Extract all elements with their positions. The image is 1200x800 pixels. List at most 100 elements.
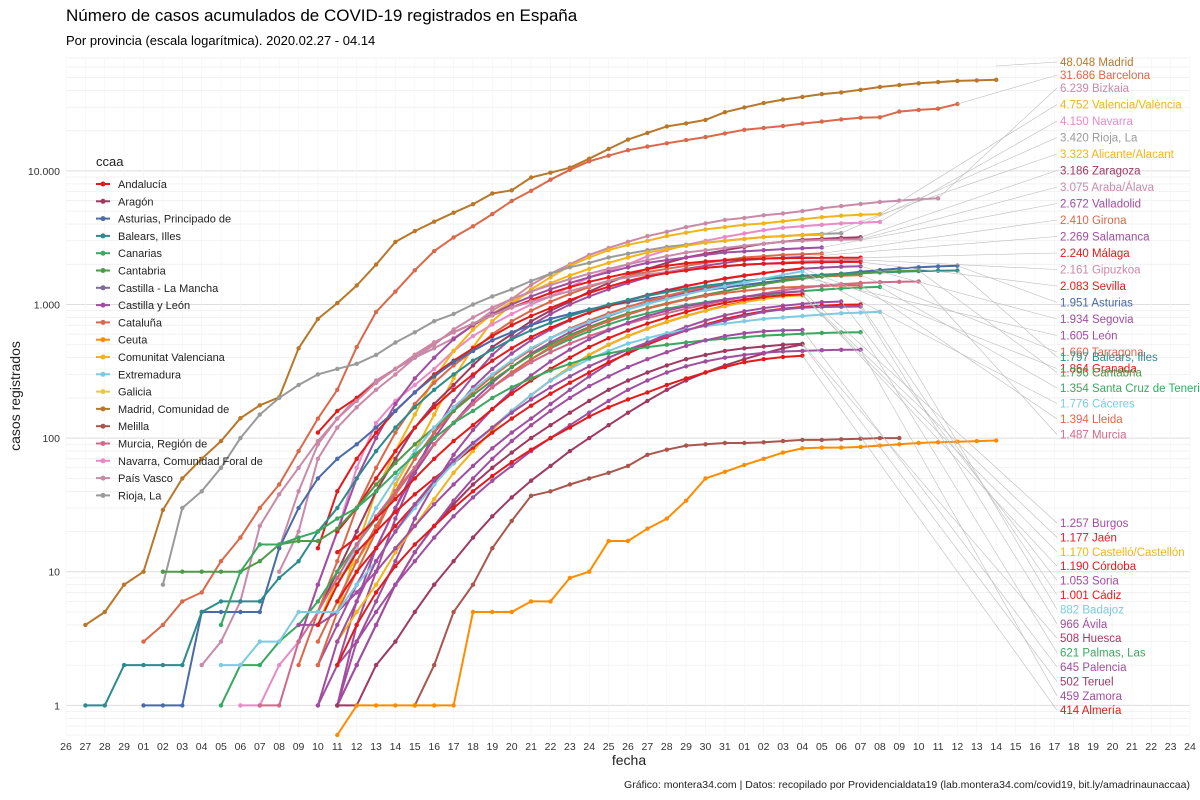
end-label: 882 Badajoz bbox=[1060, 604, 1124, 616]
data-point bbox=[238, 662, 243, 668]
data-point bbox=[509, 391, 514, 396]
data-point bbox=[761, 333, 766, 338]
data-point bbox=[451, 438, 456, 444]
end-label: 3.323 Alicante/Alacant bbox=[1060, 149, 1175, 161]
data-point bbox=[625, 328, 631, 333]
data-point bbox=[742, 462, 747, 468]
data-point bbox=[606, 351, 611, 356]
data-point bbox=[916, 265, 921, 270]
data-point bbox=[315, 582, 321, 587]
data-point bbox=[354, 582, 359, 587]
data-point bbox=[877, 84, 883, 90]
data-point bbox=[199, 609, 204, 615]
data-point bbox=[742, 236, 747, 242]
leader-line bbox=[860, 186, 1058, 240]
data-point bbox=[548, 290, 553, 296]
data-point bbox=[683, 313, 689, 319]
data-point bbox=[490, 456, 495, 461]
data-point bbox=[742, 127, 747, 132]
data-point bbox=[509, 609, 514, 615]
data-point bbox=[315, 430, 321, 435]
data-point bbox=[587, 271, 592, 276]
data-point bbox=[490, 347, 495, 352]
data-point bbox=[780, 354, 786, 360]
data-point bbox=[315, 622, 321, 628]
x-tick-label: 03 bbox=[176, 741, 188, 753]
data-point bbox=[606, 146, 611, 152]
data-point bbox=[664, 296, 669, 302]
data-point bbox=[858, 444, 863, 450]
data-point bbox=[470, 358, 476, 363]
data-point bbox=[703, 265, 708, 271]
data-point bbox=[587, 255, 592, 260]
data-point bbox=[761, 221, 766, 226]
x-tick-label: 02 bbox=[157, 741, 169, 753]
data-point bbox=[509, 188, 514, 193]
y-tick-label: 1.000 bbox=[34, 300, 60, 312]
x-tick-label: 28 bbox=[99, 741, 111, 753]
data-point bbox=[141, 569, 146, 574]
data-point bbox=[625, 148, 631, 153]
data-point bbox=[528, 289, 534, 294]
legend-swatch-point bbox=[100, 406, 106, 412]
data-point bbox=[742, 257, 747, 262]
data-point bbox=[432, 430, 437, 435]
data-point bbox=[528, 299, 534, 304]
data-point bbox=[509, 438, 514, 444]
legend-label: Rioja, La bbox=[118, 490, 162, 502]
data-point bbox=[528, 403, 534, 408]
data-point bbox=[645, 274, 650, 279]
data-point bbox=[761, 350, 766, 355]
data-point bbox=[606, 260, 611, 266]
data-point bbox=[451, 363, 456, 368]
data-point bbox=[141, 703, 146, 708]
data-point bbox=[373, 559, 379, 564]
data-point bbox=[354, 465, 359, 470]
caption: Gráfico: montera34.com | Datos: recopila… bbox=[624, 779, 1190, 791]
data-point bbox=[567, 355, 573, 360]
data-point bbox=[625, 364, 631, 370]
data-point bbox=[761, 309, 766, 315]
data-point bbox=[683, 268, 689, 273]
data-point bbox=[373, 599, 379, 604]
data-point bbox=[393, 470, 398, 475]
data-point bbox=[587, 344, 592, 350]
leader-line bbox=[860, 274, 1058, 353]
data-point bbox=[160, 507, 166, 513]
data-point bbox=[780, 332, 786, 337]
data-point bbox=[354, 535, 359, 540]
data-point bbox=[296, 662, 301, 668]
legend-item: Rioja, La bbox=[96, 490, 162, 502]
data-point bbox=[606, 374, 611, 379]
data-point bbox=[722, 348, 728, 354]
data-point bbox=[935, 440, 941, 445]
data-point bbox=[548, 423, 553, 428]
data-point bbox=[412, 516, 417, 521]
data-point bbox=[664, 270, 669, 276]
leader-line bbox=[937, 87, 1058, 199]
x-tick-label: 30 bbox=[700, 741, 712, 753]
data-point bbox=[800, 260, 805, 265]
data-point bbox=[645, 378, 650, 383]
data-point bbox=[858, 310, 863, 315]
data-point bbox=[257, 403, 262, 408]
data-point bbox=[722, 238, 728, 243]
data-point bbox=[625, 255, 631, 260]
data-point bbox=[451, 482, 456, 487]
data-point bbox=[800, 353, 805, 358]
data-point bbox=[567, 361, 573, 366]
leader-line bbox=[879, 104, 1058, 215]
data-point bbox=[839, 445, 844, 450]
leader-line bbox=[918, 270, 1058, 373]
x-tick-label: 08 bbox=[874, 741, 886, 753]
legend-swatch-point bbox=[100, 492, 106, 498]
data-point bbox=[218, 662, 224, 668]
leader-line bbox=[918, 281, 1058, 435]
x-tick-label: 20 bbox=[506, 741, 518, 753]
data-point bbox=[238, 435, 243, 441]
data-point bbox=[432, 703, 437, 708]
legend-item: País Vasco bbox=[96, 473, 173, 485]
data-point bbox=[742, 288, 747, 293]
data-point bbox=[296, 535, 301, 540]
